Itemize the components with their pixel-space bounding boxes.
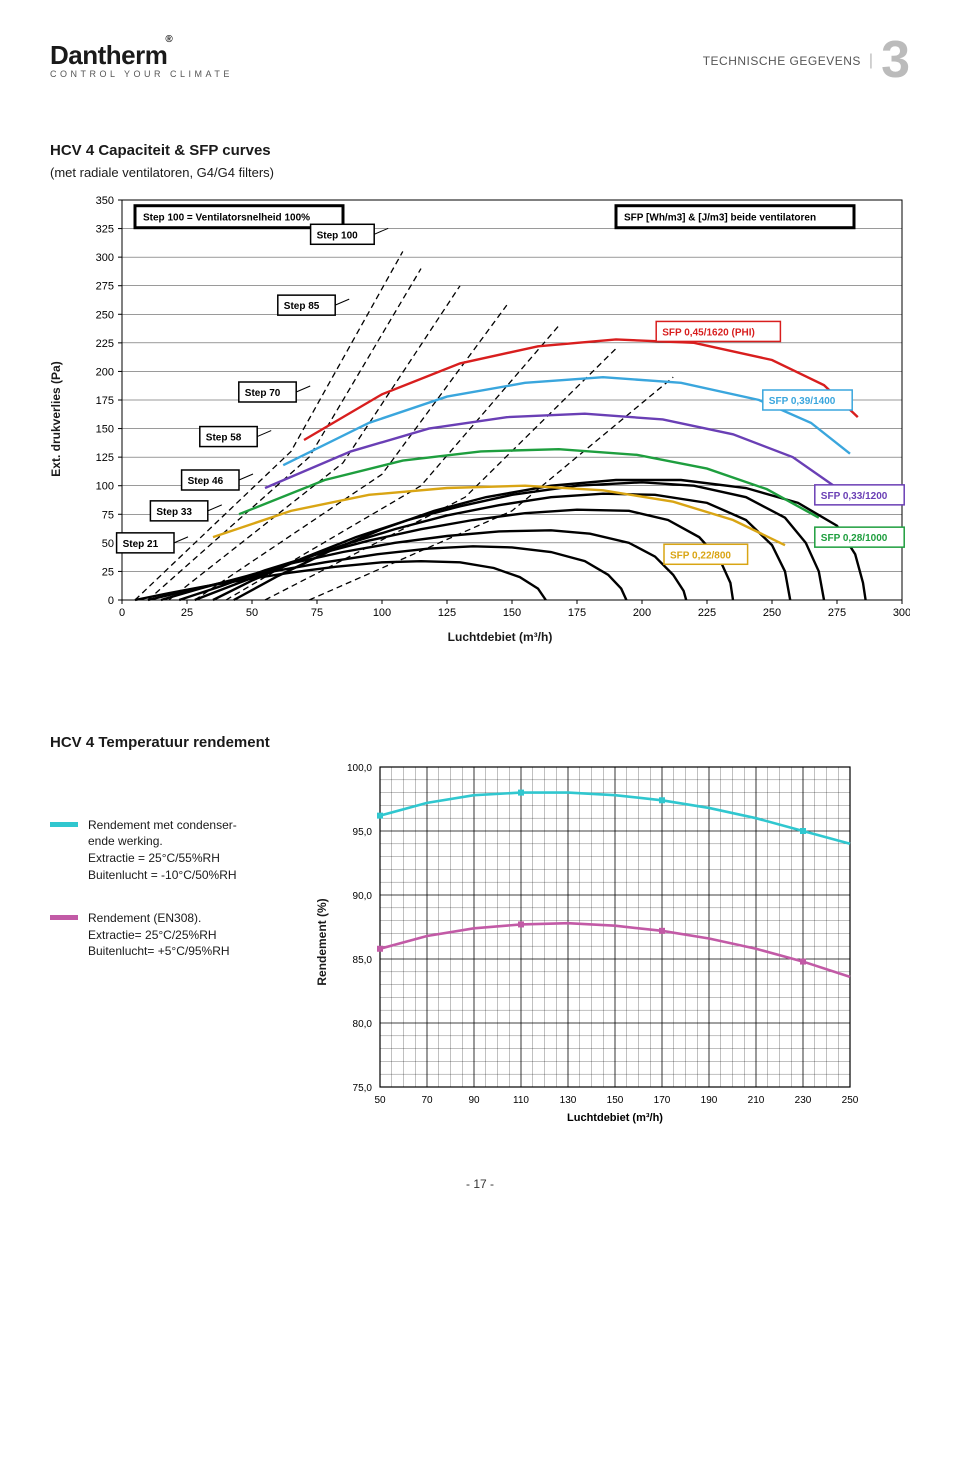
svg-text:SFP 0,22/800: SFP 0,22/800 — [670, 550, 731, 561]
chart1-ylabel: Ext. drukverlies (Pa) — [49, 361, 63, 476]
svg-text:75,0: 75,0 — [353, 1083, 373, 1094]
chart2-container: Rendement (%) 50709011013015017019021023… — [340, 757, 860, 1127]
svg-text:25: 25 — [181, 607, 193, 619]
header-right: TECHNISCHE GEGEVENS | 3 — [703, 40, 910, 82]
chart1-title: HCV 4 Capaciteit & SFP curves — [50, 142, 910, 159]
svg-text:SFP 0,33/1200: SFP 0,33/1200 — [821, 490, 888, 501]
svg-text:100,0: 100,0 — [347, 763, 372, 774]
svg-text:300: 300 — [893, 607, 910, 619]
svg-text:110: 110 — [513, 1095, 529, 1106]
svg-text:75: 75 — [102, 509, 114, 521]
svg-text:90: 90 — [468, 1095, 480, 1106]
chart2-legend: Rendement met condenser-ende werking.Ext… — [50, 757, 310, 987]
legend-swatch — [50, 915, 78, 920]
svg-text:125: 125 — [96, 452, 114, 464]
svg-text:175: 175 — [568, 607, 586, 619]
svg-text:150: 150 — [96, 423, 114, 435]
svg-text:300: 300 — [96, 252, 114, 264]
svg-text:SFP 0,39/1400: SFP 0,39/1400 — [769, 396, 836, 407]
svg-text:Step 100 = Ventilatorsnelheid: Step 100 = Ventilatorsnelheid 100% — [143, 212, 310, 223]
svg-text:275: 275 — [828, 607, 846, 619]
svg-text:100: 100 — [96, 480, 114, 492]
svg-text:90,0: 90,0 — [353, 891, 373, 902]
logo-block: Dantherm® CONTROL YOUR CLIMATE — [50, 40, 233, 79]
chapter-number: 3 — [881, 40, 910, 82]
chart1-subtitle: (met radiale ventilatoren, G4/G4 filters… — [50, 165, 910, 180]
svg-text:250: 250 — [763, 607, 781, 619]
svg-text:225: 225 — [96, 337, 114, 349]
svg-text:80,0: 80,0 — [353, 1019, 373, 1030]
page-number: - 17 - — [50, 1177, 910, 1191]
svg-text:SFP 0,45/1620 (PHI): SFP 0,45/1620 (PHI) — [662, 327, 755, 338]
chart2-svg: 50 70 90 110 130 150 170 190 210 230 250 75,0 80,0 85… — [340, 757, 860, 1127]
svg-text:Step 85: Step 85 — [284, 301, 320, 312]
svg-text:75: 75 — [311, 607, 323, 619]
svg-text:150: 150 — [607, 1095, 624, 1106]
legend-item: Rendement met condenser-ende werking.Ext… — [50, 817, 310, 884]
svg-text:Step 21: Step 21 — [123, 538, 159, 549]
svg-text:175: 175 — [96, 395, 114, 407]
legend-swatch — [50, 822, 78, 827]
svg-text:250: 250 — [96, 309, 114, 321]
brand-logo: Dantherm® — [50, 40, 233, 71]
svg-text:Step 58: Step 58 — [206, 432, 242, 443]
svg-text:Luchtdebiet (m³/h): Luchtdebiet (m³/h) — [567, 1112, 663, 1124]
chart1-svg: 0 25 50 75 100 125 150 175 200 225 250 275 300 0 25 50 7… — [90, 194, 910, 624]
svg-text:350: 350 — [96, 195, 114, 207]
brand-name: Dantherm — [50, 40, 167, 70]
svg-text:130: 130 — [560, 1095, 577, 1106]
svg-text:150: 150 — [503, 607, 521, 619]
svg-text:85,0: 85,0 — [353, 955, 373, 966]
svg-text:50: 50 — [246, 607, 258, 619]
svg-text:275: 275 — [96, 280, 114, 292]
svg-text:SFP 0,28/1000: SFP 0,28/1000 — [821, 533, 888, 544]
chart1-container: Ext. drukverlies (Pa) 025507510012515017… — [90, 194, 910, 644]
svg-text:200: 200 — [633, 607, 651, 619]
svg-text:200: 200 — [96, 366, 114, 378]
brand-reg: ® — [165, 34, 172, 45]
svg-text:Step 70: Step 70 — [245, 388, 281, 399]
page-header: Dantherm® CONTROL YOUR CLIMATE TECHNISCH… — [50, 40, 910, 82]
svg-text:230: 230 — [795, 1095, 812, 1106]
svg-text:25: 25 — [102, 566, 114, 578]
legend-text: Rendement met condenser-ende werking.Ext… — [88, 817, 237, 884]
svg-text:50: 50 — [374, 1095, 386, 1106]
chart2-block: Rendement met condenser-ende werking.Ext… — [50, 757, 910, 1127]
svg-text:125: 125 — [438, 607, 456, 619]
svg-text:50: 50 — [102, 537, 114, 549]
svg-text:SFP [Wh/m3] & [J/m3] beide ven: SFP [Wh/m3] & [J/m3] beide ventilatoren — [624, 212, 816, 223]
svg-text:210: 210 — [748, 1095, 765, 1106]
svg-text:Step 33: Step 33 — [156, 506, 192, 517]
svg-text:70: 70 — [421, 1095, 433, 1106]
legend-text: Rendement (EN308).Extractie= 25°C/25%RHB… — [88, 910, 230, 960]
svg-text:Step 46: Step 46 — [188, 476, 224, 487]
section-label: TECHNISCHE GEGEVENS — [703, 54, 861, 68]
chart2-title: HCV 4 Temperatuur rendement — [50, 734, 910, 751]
svg-text:325: 325 — [96, 223, 114, 235]
svg-text:Step 100: Step 100 — [317, 230, 359, 241]
svg-text:225: 225 — [698, 607, 716, 619]
svg-text:190: 190 — [701, 1095, 718, 1106]
chart2-ylabel: Rendement (%) — [315, 898, 329, 985]
svg-text:170: 170 — [654, 1095, 671, 1106]
svg-text:95,0: 95,0 — [353, 827, 373, 838]
svg-text:250: 250 — [842, 1095, 859, 1106]
svg-text:0: 0 — [119, 607, 125, 619]
svg-text:100: 100 — [373, 607, 391, 619]
svg-text:0: 0 — [108, 595, 114, 607]
chart1-xlabel: Luchtdebiet (m³/h) — [90, 630, 910, 644]
legend-item: Rendement (EN308).Extractie= 25°C/25%RHB… — [50, 910, 310, 960]
